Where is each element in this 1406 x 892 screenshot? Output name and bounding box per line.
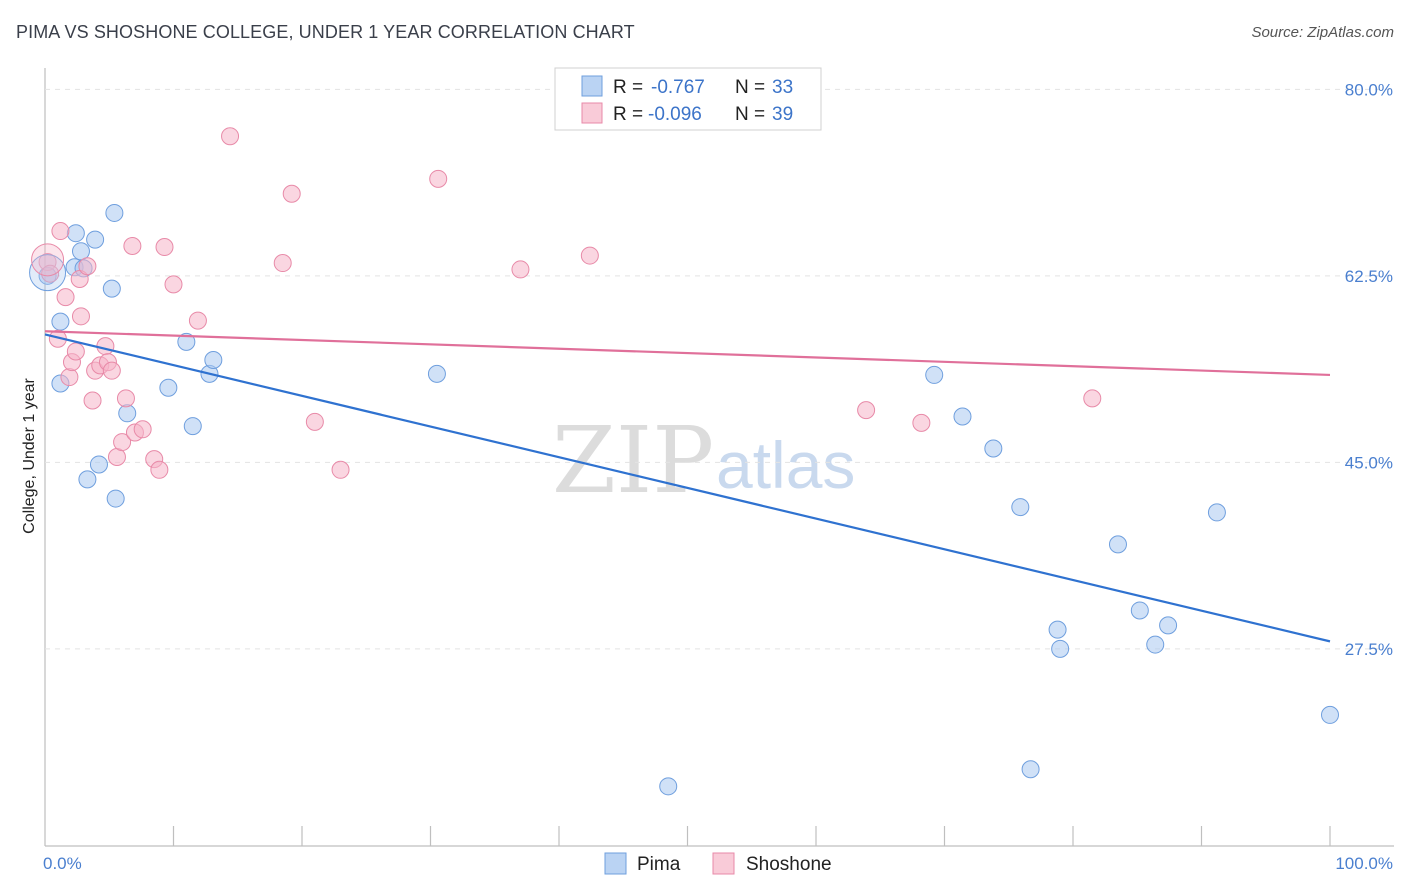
legend-n-label-shoshone: N = — [735, 104, 765, 125]
legend-r-label-pima: R = — [613, 77, 643, 98]
shoshone-point-18 — [113, 433, 132, 452]
pima-point-16 — [183, 417, 202, 436]
pima-point-11 — [102, 279, 121, 298]
shoshone-trend-line — [44, 330, 1331, 377]
shoshone-point-5 — [60, 368, 79, 387]
pima-point-21 — [925, 365, 944, 384]
shoshone-point-32 — [331, 460, 350, 479]
correlation-legend: R = -0.767 N = 33 R = -0.096 N = 39 — [554, 67, 822, 131]
watermark-zip: ZIP — [552, 407, 714, 514]
shoshone-point-16 — [102, 361, 121, 380]
y-tick-label-2: 45.0% — [1345, 453, 1393, 472]
y-tick-label-1: 62.5% — [1345, 267, 1393, 286]
shoshone-point-26 — [164, 275, 183, 294]
pima-point-20 — [659, 777, 678, 796]
x-tick-labels: 0.0% 100.0% — [43, 854, 1393, 873]
shoshone-point-35 — [580, 246, 599, 265]
shoshone-point-1 — [41, 264, 60, 283]
series-legend-label-shoshone: Shoshone — [746, 854, 832, 875]
shoshone-cluster-marker — [31, 243, 65, 277]
pima-cluster-marker — [29, 254, 67, 292]
pima-point-28 — [1108, 535, 1127, 554]
shoshone-point-27 — [188, 311, 207, 330]
series-legend-swatch-pima — [604, 852, 627, 875]
pima-point-31 — [1159, 616, 1178, 635]
pima-point-1 — [51, 312, 70, 331]
shoshone-point-25 — [155, 238, 174, 257]
legend-r-label-shoshone: R = — [613, 104, 643, 125]
legend-swatch-pima — [581, 75, 603, 97]
pima-point-32 — [1207, 503, 1226, 522]
pima-point-24 — [1011, 498, 1030, 517]
legend-n-label-pima: N = — [735, 77, 765, 98]
pima-point-30 — [1146, 635, 1165, 654]
pima-point-33 — [1321, 705, 1339, 724]
y-axis-label: College, Under 1 year — [21, 378, 38, 534]
shoshone-point-34 — [511, 260, 530, 279]
pima-point-9 — [89, 455, 108, 474]
series-legend-label-pima: Pima — [637, 854, 681, 875]
pima-point-13 — [118, 404, 137, 423]
legend-r-value-shoshone: -0.096 — [648, 104, 702, 125]
pima-point-29 — [1130, 601, 1149, 620]
pima-point-26 — [1048, 620, 1067, 639]
shoshone-point-3 — [51, 222, 70, 241]
shoshone-point-28 — [221, 127, 240, 146]
watermark: ZIP atlas — [552, 407, 855, 514]
pima-point-18 — [204, 351, 223, 370]
shoshone-point-31 — [305, 412, 324, 431]
shoshone-point-19 — [116, 389, 135, 408]
x-ticks — [172, 826, 1331, 846]
shoshone-point-11 — [83, 391, 102, 410]
shoshone-point-14 — [96, 337, 115, 356]
shoshone-point-22 — [133, 420, 152, 439]
shoshone-point-33 — [429, 169, 448, 188]
shoshone-point-17 — [107, 448, 126, 466]
shoshone-point-29 — [273, 254, 292, 273]
pima-point-12 — [106, 489, 125, 508]
y-tick-label-3: 27.5% — [1345, 640, 1393, 659]
chart-title: PIMA VS SHOSHONE COLLEGE, UNDER 1 YEAR C… — [16, 22, 635, 42]
pima-trend-line — [44, 333, 1331, 643]
legend-n-value-pima: 33 — [772, 77, 793, 98]
shoshone-point-4 — [56, 288, 75, 307]
pima-point-27 — [1051, 639, 1070, 658]
watermark-atlas: atlas — [716, 428, 855, 502]
pima-point-19 — [427, 364, 446, 383]
grid — [45, 88, 1394, 650]
data-points — [29, 127, 1339, 796]
legend-swatch-shoshone — [581, 102, 603, 124]
y-tick-label-0: 80.0% — [1345, 80, 1393, 99]
shoshone-point-7 — [66, 342, 85, 361]
pima-point-8 — [86, 230, 105, 249]
pima-point-25 — [1021, 760, 1040, 779]
shoshone-point-37 — [912, 413, 931, 432]
series-legend-swatch-shoshone — [712, 852, 735, 875]
shoshone-point-36 — [857, 401, 876, 420]
legend-n-value-shoshone: 39 — [772, 104, 793, 125]
pima-point-10 — [105, 203, 124, 222]
pima-point-14 — [159, 378, 178, 397]
legend-r-value-pima: -0.767 — [651, 77, 705, 98]
pima-point-7 — [78, 470, 97, 489]
shoshone-point-30 — [282, 184, 301, 203]
pima-point-23 — [984, 439, 1003, 458]
shoshone-point-20 — [123, 236, 142, 255]
x-tick-label-0: 0.0% — [43, 854, 82, 873]
pima-point-15 — [177, 332, 196, 351]
shoshone-point-10 — [78, 257, 97, 276]
shoshone-point-9 — [71, 307, 90, 326]
source-label: Source: ZipAtlas.com — [1251, 24, 1394, 41]
y-tick-labels: 80.0% 62.5% 45.0% 27.5% — [1345, 80, 1393, 659]
x-tick-label-1: 100.0% — [1335, 854, 1393, 873]
shoshone-point-38 — [1083, 389, 1102, 408]
pima-point-4 — [66, 224, 85, 243]
series-legend: Pima Shoshone — [604, 852, 832, 875]
shoshone-point-24 — [150, 460, 169, 479]
pima-point-22 — [953, 407, 972, 426]
trend-lines — [44, 330, 1331, 643]
